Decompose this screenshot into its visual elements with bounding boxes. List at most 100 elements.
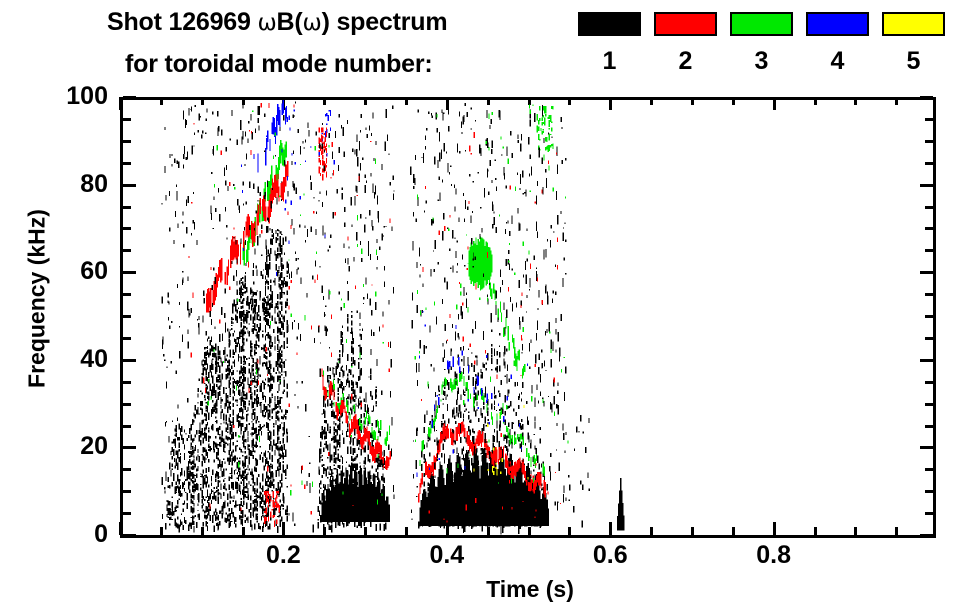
y-tick-right-35	[925, 381, 933, 384]
legend: 1 2 3 4 5	[578, 12, 958, 92]
y-tick-right-40	[920, 359, 933, 362]
axis-right-spine	[933, 97, 936, 538]
page-title-line-1: Shot 126969 ωB(ω) spectrum	[107, 8, 448, 37]
x-tick-0.95	[895, 527, 898, 535]
y-tick-45	[123, 337, 131, 340]
x-tick-top-0.05	[160, 97, 163, 105]
legend-label-4: 4	[830, 47, 845, 75]
legend-swatch-3	[730, 12, 793, 36]
y-tick-right-65	[925, 249, 933, 252]
y-tick-right-15	[925, 468, 933, 471]
x-tick-0.55	[568, 527, 571, 535]
x-tick-top-0.35	[405, 97, 408, 105]
x-tick-0.35	[405, 527, 408, 535]
x-tick-0.90	[854, 527, 857, 535]
legend-swatch-4	[806, 12, 869, 36]
x-tick-0.10	[201, 527, 204, 535]
y-tick-right-20	[920, 446, 933, 449]
y-tick-right-100	[920, 96, 933, 99]
y-tick-right-80	[920, 184, 933, 187]
y-tick-label-80: 80	[80, 169, 108, 198]
x-tick-0.45	[487, 527, 490, 535]
x-tick-top-0.90	[854, 97, 857, 105]
y-tick-85	[123, 162, 131, 165]
x-tick-label-0.2: 0.2	[266, 541, 301, 569]
y-tick-20	[123, 446, 136, 449]
y-tick-30	[123, 403, 131, 406]
legend-item-4[interactable]: 4	[806, 12, 869, 75]
y-tick-65	[123, 249, 131, 252]
y-tick-25	[123, 425, 131, 428]
y-tick-80	[123, 184, 136, 187]
y-tick-right-90	[925, 140, 933, 143]
x-tick-top-0.85	[814, 97, 817, 105]
y-tick-right-50	[925, 315, 933, 318]
omega-symbol-2: ω	[302, 10, 322, 36]
x-tick-0.00	[119, 522, 122, 535]
title-text-mid: B(	[276, 8, 303, 36]
y-axis-title: Frequency (kHz)	[23, 209, 50, 388]
x-tick-0.65	[650, 527, 653, 535]
legend-item-2[interactable]: 2	[654, 12, 717, 75]
legend-item-1[interactable]: 1	[578, 12, 641, 75]
x-tick-top-0.40	[446, 97, 449, 110]
y-tick-right-0	[920, 534, 933, 537]
axis-left-spine	[120, 97, 123, 538]
y-tick-label-100: 100	[66, 82, 108, 110]
y-tick-40	[123, 359, 136, 362]
y-tick-right-30	[925, 403, 933, 406]
x-tick-top-0.10	[201, 97, 204, 105]
y-tick-right-10	[925, 490, 933, 493]
x-tick-top-0.25	[323, 97, 326, 105]
y-tick-right-5	[925, 512, 933, 515]
y-tick-75	[123, 206, 131, 209]
x-tick-label-0.4: 0.4	[429, 541, 465, 569]
y-tick-60	[123, 271, 136, 274]
y-tick-35	[123, 381, 131, 384]
y-tick-95	[123, 118, 131, 121]
omega-symbol-1: ω	[257, 10, 277, 36]
y-tick-50	[123, 315, 131, 318]
y-tick-90	[123, 140, 131, 143]
legend-swatch-1	[578, 12, 641, 36]
x-tick-0.70	[691, 527, 694, 535]
x-axis-title: Time (s)	[486, 576, 574, 602]
y-tick-15	[123, 468, 131, 471]
x-tick-0.85	[814, 527, 817, 535]
y-tick-10	[123, 490, 131, 493]
x-tick-label-0.6: 0.6	[592, 541, 628, 569]
x-tick-top-0.95	[895, 97, 898, 105]
title-text-pre: Shot 126969	[107, 8, 258, 36]
y-tick-5	[123, 512, 131, 515]
legend-label-2: 2	[678, 47, 693, 75]
axis-bottom-spine	[120, 535, 936, 538]
legend-label-3: 3	[754, 47, 769, 75]
spectrogram-plot-area	[123, 100, 933, 535]
y-tick-0	[123, 534, 136, 537]
x-tick-0.05	[160, 527, 163, 535]
x-tick-top-0.50	[528, 97, 531, 105]
y-tick-right-70	[925, 227, 933, 230]
y-tick-label-40: 40	[80, 344, 108, 373]
x-tick-top-0.45	[487, 97, 490, 105]
y-tick-right-55	[925, 293, 933, 296]
legend-swatch-2	[654, 12, 717, 36]
y-tick-right-45	[925, 337, 933, 340]
legend-swatch-5	[882, 12, 945, 36]
x-tick-0.80	[773, 522, 776, 535]
y-tick-label-60: 60	[80, 257, 108, 286]
legend-label-5: 5	[906, 47, 921, 75]
title-text-post: ) spectrum	[321, 8, 448, 36]
page-title-line-2: for toroidal mode number:	[125, 50, 433, 78]
y-tick-70	[123, 227, 131, 230]
y-tick-right-95	[925, 118, 933, 121]
x-tick-top-0.75	[732, 97, 735, 105]
x-tick-top-0.55	[568, 97, 571, 105]
x-tick-top-0.65	[650, 97, 653, 105]
legend-item-5[interactable]: 5	[882, 12, 945, 75]
x-tick-0.30	[364, 527, 367, 535]
y-tick-55	[123, 293, 131, 296]
legend-item-3[interactable]: 3	[730, 12, 793, 75]
y-tick-label-0: 0	[94, 520, 108, 548]
